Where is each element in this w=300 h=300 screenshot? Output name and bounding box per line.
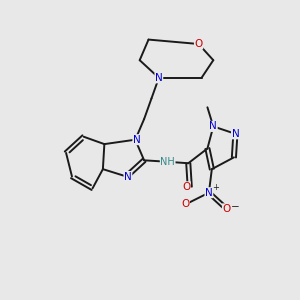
Text: −: − <box>230 202 239 212</box>
Text: O: O <box>222 204 231 214</box>
Text: O: O <box>182 182 190 192</box>
Text: +: + <box>212 183 219 192</box>
Text: N: N <box>205 188 213 198</box>
Text: N: N <box>232 129 239 139</box>
Text: N: N <box>155 73 163 83</box>
Text: NH: NH <box>160 157 175 167</box>
Text: O: O <box>194 39 203 49</box>
Text: O: O <box>181 200 190 209</box>
Text: N: N <box>133 135 141 145</box>
Text: N: N <box>124 172 132 182</box>
Text: N: N <box>209 122 217 131</box>
